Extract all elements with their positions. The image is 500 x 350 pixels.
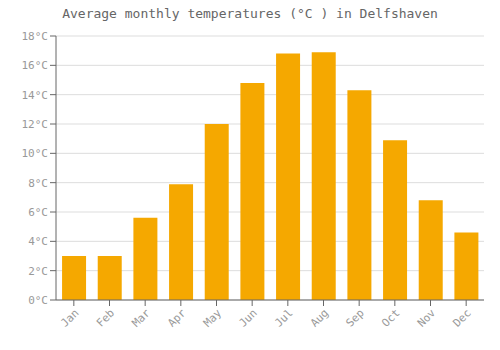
svg-text:Mar: Mar (130, 306, 154, 330)
svg-text:Nov: Nov (415, 306, 439, 330)
svg-text:Feb: Feb (94, 306, 117, 329)
svg-text:0°C: 0°C (28, 294, 48, 307)
svg-text:8°C: 8°C (28, 177, 48, 190)
svg-text:6°C: 6°C (28, 206, 48, 219)
svg-text:May: May (201, 306, 225, 330)
svg-text:10°C: 10°C (22, 147, 49, 160)
svg-text:14°C: 14°C (22, 89, 49, 102)
svg-text:16°C: 16°C (22, 59, 49, 72)
svg-text:Jul: Jul (272, 306, 295, 329)
svg-text:Sep: Sep (344, 306, 367, 329)
svg-text:Jun: Jun (237, 306, 260, 329)
svg-text:Dec: Dec (451, 306, 474, 329)
svg-text:2°C: 2°C (28, 265, 48, 278)
svg-text:4°C: 4°C (28, 235, 48, 248)
html-text:Average monthly temperatures (: Average monthly temperatures (°C ) in De… (62, 6, 438, 21)
svg-text:Apr: Apr (165, 306, 189, 330)
svg-text:Jan: Jan (58, 306, 81, 329)
svg-text:18°C: 18°C (22, 30, 49, 43)
svg-text:Aug: Aug (308, 306, 331, 329)
svg-text:12°C: 12°C (22, 118, 49, 131)
svg-text:Oct: Oct (379, 306, 402, 329)
